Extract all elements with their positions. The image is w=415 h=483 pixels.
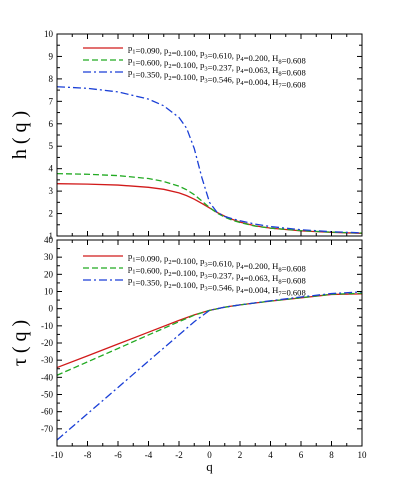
x-tick-label: 10 bbox=[358, 450, 368, 460]
x-tick-label: -6 bbox=[114, 450, 122, 460]
series-line-1 bbox=[57, 293, 362, 369]
legend-label-0-0: p1=0.090, p2=0.100, p3=0.610, p4=0.200, … bbox=[128, 43, 306, 66]
y-axis: -70 -60 -50 -40 -30 -20 -10 0 10 20 30 40 bbox=[41, 235, 362, 434]
series-line-1 bbox=[57, 183, 362, 234]
series-line-2 bbox=[57, 292, 362, 376]
series-line-3 bbox=[57, 291, 362, 441]
y-tick-label: 10 bbox=[44, 287, 54, 297]
y-tick-label: 9 bbox=[49, 51, 54, 61]
legend-label-0-1: p1=0.600, p2=0.100, p3=0.237, p4=0.063, … bbox=[128, 55, 306, 78]
y-tick-label: 6 bbox=[49, 119, 54, 129]
x-tick-label: 8 bbox=[329, 450, 334, 460]
series-line-3 bbox=[57, 86, 362, 234]
legend-label-0-2: p1=0.350, p2=0.100, p3=0.546, p4=0.004, … bbox=[128, 67, 306, 90]
y-tick-label: 5 bbox=[49, 141, 54, 151]
y-tick-label: 3 bbox=[49, 186, 54, 196]
y-tick-label: 2 bbox=[49, 209, 54, 219]
y-tick-label: 10 bbox=[44, 29, 54, 39]
x-tick-label: 6 bbox=[299, 450, 304, 460]
y-tick-label: -70 bbox=[41, 424, 53, 434]
y-axis-label: h ( q ) bbox=[9, 111, 31, 159]
y-tick-label: 40 bbox=[44, 235, 54, 245]
legend-label-1-2: p1=0.350, p2=0.100, p3=0.546, p4=0.004, … bbox=[128, 275, 306, 298]
legend: p1=0.090, p2=0.100, p3=0.610, p4=0.200, … bbox=[83, 251, 306, 298]
legend-label-1-1: p1=0.600, p2=0.100, p3=0.237, p4=0.063, … bbox=[128, 263, 306, 286]
legend-label-1-0: p1=0.090, p2=0.100, p3=0.610, p4=0.200, … bbox=[128, 251, 306, 274]
y-tick-label: -20 bbox=[41, 338, 53, 348]
y-tick-label: 8 bbox=[49, 74, 54, 84]
y-axis: 1 2 3 4 5 6 7 8 9 10 bbox=[44, 29, 362, 241]
y-tick-label: -60 bbox=[41, 407, 53, 417]
x-axis-label: q bbox=[206, 459, 213, 474]
y-tick-label: 7 bbox=[49, 96, 54, 106]
y-tick-label: -50 bbox=[41, 390, 53, 400]
x-tick-label: -4 bbox=[145, 450, 153, 460]
y-tick-label: 30 bbox=[44, 252, 54, 262]
x-axis: -10 -8 -6 -4 -2 0 2 4 6 8 10 bbox=[51, 240, 367, 460]
y-tick-label: 0 bbox=[49, 304, 54, 314]
x-tick-label: 0 bbox=[207, 450, 212, 460]
panel-2: -10 -8 -6 -4 -2 0 2 4 6 8 10-70-60-50-40-30-20-100… bbox=[9, 235, 367, 474]
y-tick-label: 20 bbox=[44, 269, 54, 279]
y-tick-label: -40 bbox=[41, 372, 53, 382]
x-tick-label: 2 bbox=[238, 450, 243, 460]
y-tick-label: -30 bbox=[41, 355, 53, 365]
y-tick-label: -10 bbox=[41, 321, 53, 331]
y-tick-label: 4 bbox=[49, 164, 54, 174]
panel-1: 1 2 3 4 5 6 7 8 9 10 h ( q ) p1=0.090, p2=0.100, p3… bbox=[9, 29, 363, 241]
x-tick-label: -10 bbox=[51, 450, 63, 460]
x-tick-label: -8 bbox=[84, 450, 92, 460]
x-axis bbox=[56, 34, 363, 236]
y-tick-label: 1 bbox=[49, 231, 54, 241]
series-line-2 bbox=[57, 172, 362, 234]
y-axis-label: τ ( q ) bbox=[9, 320, 31, 366]
legend: p1=0.090, p2=0.100, p3=0.610, p4=0.200, … bbox=[83, 43, 306, 90]
x-tick-label: -2 bbox=[175, 450, 183, 460]
x-tick-label: 4 bbox=[268, 450, 273, 460]
